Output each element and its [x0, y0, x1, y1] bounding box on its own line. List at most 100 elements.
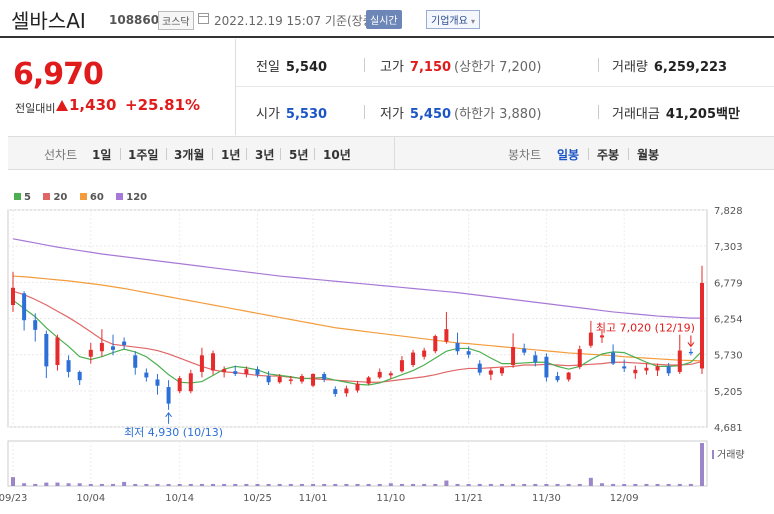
candle-body — [177, 378, 182, 392]
candle-body — [599, 335, 604, 338]
volume-bar — [488, 483, 493, 486]
period-1y[interactable]: 1년 — [221, 148, 241, 162]
chevron-down-icon: ▾ — [471, 17, 476, 26]
candle-body — [544, 356, 549, 378]
trade-value-unit: 백만 — [716, 107, 740, 122]
candle-body — [644, 367, 649, 371]
annotation-low: 최저 4,930 (10/13) — [124, 426, 223, 439]
candle-body — [55, 337, 60, 366]
candle-body — [700, 282, 704, 369]
candle-body — [333, 389, 338, 394]
trade-value-value: 41,205 — [665, 107, 717, 122]
x-tick-label: 09/23 — [0, 493, 27, 504]
legend-swatch — [116, 193, 124, 200]
candle-body — [122, 341, 127, 346]
divider — [598, 105, 599, 119]
company-info-button[interactable]: 기업개요 ▾ — [426, 10, 481, 29]
period-3m[interactable]: 3개월 — [174, 148, 205, 162]
open-value: 5,530 — [285, 107, 328, 122]
volume-bar — [399, 483, 404, 486]
period-10y[interactable]: 10년 — [323, 148, 351, 162]
candle-body — [244, 369, 249, 374]
volume-bar — [44, 482, 49, 486]
price-block: 6,970 전일대비 1,430 +25.81% — [8, 39, 236, 135]
candle-body — [422, 350, 427, 357]
candle-body — [466, 351, 471, 355]
day-high-label: 고가 — [380, 60, 404, 75]
divider — [628, 148, 629, 160]
x-tick-label: 10/25 — [243, 493, 272, 504]
volume-bar — [22, 483, 27, 486]
divider — [212, 148, 213, 160]
volume-bar — [566, 483, 571, 486]
volume-bar — [155, 483, 160, 486]
legend-swatch — [14, 193, 21, 200]
legend-label: 20 — [53, 192, 68, 203]
period-1d[interactable]: 1일 — [92, 148, 112, 162]
period-3y[interactable]: 3년 — [255, 148, 275, 162]
day-high: 고가 7,150 (상한가 7,200) — [380, 56, 541, 75]
price-chart[interactable]: 7,828 7,303 6,779 6,254 5,730 5,205 4,681 09/23… — [0, 200, 774, 514]
candle-body — [211, 353, 216, 371]
open-price: 시가 5,530 — [256, 103, 327, 122]
company-info-label: 기업개요 — [431, 16, 468, 27]
candle-body — [511, 347, 516, 366]
realtime-button[interactable]: 실시간 — [366, 10, 402, 29]
day-high-value: 7,150 — [409, 60, 452, 75]
candle-body — [588, 332, 593, 346]
volume-bar — [633, 483, 638, 486]
candle-weekly[interactable]: 주봉 — [597, 148, 620, 162]
volume-bar — [466, 483, 471, 486]
x-tick-label: 11/30 — [532, 493, 561, 504]
y-tick-label: 7,303 — [714, 242, 743, 253]
volume-bar — [688, 483, 693, 486]
legend-label: 60 — [89, 192, 104, 203]
candle-body — [399, 360, 404, 372]
volume-bar — [422, 483, 427, 486]
legend-item-ma60: 60 — [79, 192, 104, 203]
volume-bar — [611, 483, 616, 486]
volume-bar — [99, 483, 104, 486]
lower-limit: (하한가 3,880) — [454, 107, 542, 122]
volume-bar — [511, 483, 516, 486]
candle-body — [433, 336, 438, 352]
candle-body — [622, 366, 627, 369]
candle-monthly[interactable]: 월봉 — [637, 148, 660, 162]
prev-close-value: 5,540 — [285, 60, 328, 75]
volume-bar — [666, 483, 671, 486]
prev-close-label: 전일 — [256, 60, 280, 75]
candle-body — [666, 366, 671, 374]
candle-body — [522, 348, 527, 353]
candle-body — [22, 293, 27, 321]
period-5y[interactable]: 5년 — [289, 148, 309, 162]
candle-body — [233, 371, 238, 374]
change-percent: +25.81% — [125, 96, 201, 114]
volume-bar — [366, 483, 371, 486]
volume-bar — [133, 483, 138, 486]
volume-bar — [322, 483, 327, 486]
candle-body — [11, 287, 15, 306]
day-low-label: 저가 — [380, 107, 404, 122]
volume-bar — [533, 483, 538, 486]
volume-bar — [88, 483, 93, 486]
candle-body — [277, 376, 282, 383]
annotation-high: 최고 7,020 (12/19) — [596, 321, 695, 334]
candle-body — [77, 371, 82, 381]
candle-daily[interactable]: 일봉 — [557, 148, 580, 162]
candle-body — [477, 363, 482, 373]
divider — [364, 58, 365, 72]
x-tick-label: 12/09 — [610, 493, 639, 504]
volume-bar — [577, 483, 582, 486]
annotation-low-arrowhead — [165, 411, 172, 418]
candle-body — [677, 350, 682, 372]
legend-item-ma20: 20 — [43, 192, 67, 203]
divider — [280, 148, 281, 160]
candle-body — [144, 372, 149, 378]
period-1w[interactable]: 1주일 — [128, 148, 159, 162]
candle-body — [377, 371, 382, 378]
candle-body — [355, 383, 360, 391]
candle-body — [111, 346, 116, 350]
volume-label: 거래량 — [612, 60, 648, 75]
volume-bar — [411, 483, 416, 486]
volume-bar — [655, 483, 660, 486]
